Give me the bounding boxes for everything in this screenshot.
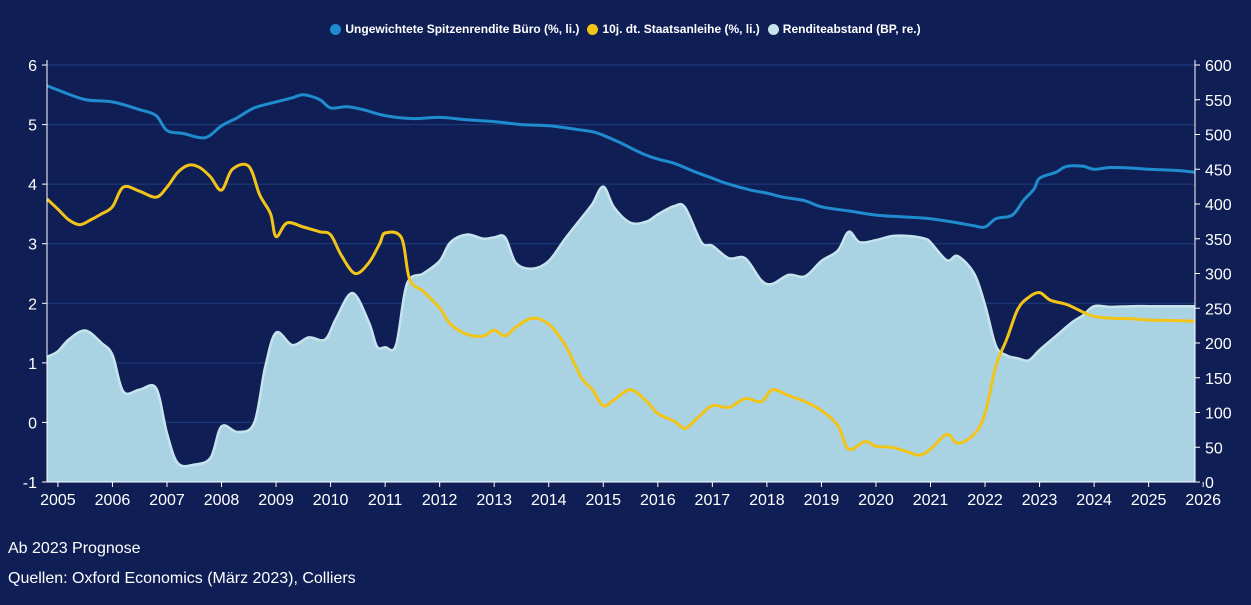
y-right-tick-label: 350 xyxy=(1205,232,1232,249)
x-tick-label: 2025 xyxy=(1131,492,1167,509)
x-tick-label: 2010 xyxy=(313,492,349,509)
x-tick-label: 2019 xyxy=(804,492,840,509)
y-right-tick-label: 300 xyxy=(1205,267,1232,284)
y-right-tick-label: 250 xyxy=(1205,301,1232,318)
y-right-tick-label: 0 xyxy=(1205,475,1214,492)
y-left-tick-label: 5 xyxy=(28,118,37,135)
x-tick-label: 2018 xyxy=(749,492,785,509)
sources-note: Quellen: Oxford Economics (März 2023), C… xyxy=(8,570,356,587)
y-left-tick-label: 0 xyxy=(28,415,37,432)
y-right-tick-label: 400 xyxy=(1205,197,1232,214)
legend-item-bund[interactable]: 10j. dt. Staatsanleihe (%, li.) xyxy=(587,22,760,36)
x-tick-label: 2012 xyxy=(422,492,458,509)
legend-item-spread[interactable]: Renditeabstand (BP, re.) xyxy=(767,22,921,36)
y-right-tick-label: 500 xyxy=(1205,128,1232,145)
legend-dot-office-yield xyxy=(330,23,342,35)
y-left-tick-label: 2 xyxy=(28,296,37,313)
x-tick-label: 2022 xyxy=(967,492,1003,509)
legend-dot-spread xyxy=(767,23,779,35)
y-left-tick-label: 4 xyxy=(28,177,37,194)
y-right-tick-label: 550 xyxy=(1205,93,1232,110)
x-tick-label: 2020 xyxy=(858,492,894,509)
y-right-tick-label: 200 xyxy=(1205,336,1232,353)
x-tick-label: 2015 xyxy=(585,492,621,509)
series-office-yield-line xyxy=(46,84,1196,229)
legend-label-office-yield: Ungewichtete Spitzenrendite Büro (%, li.… xyxy=(345,22,580,36)
y-left-tick-label: -1 xyxy=(23,475,37,492)
x-tick-label: 2005 xyxy=(40,492,76,509)
x-tick-label: 2014 xyxy=(531,492,567,509)
series-spread-line xyxy=(46,185,1196,468)
y-left-tick-label: 3 xyxy=(28,237,37,254)
x-tick-label: 2011 xyxy=(368,492,403,509)
legend-label-spread: Renditeabstand (BP, re.) xyxy=(782,22,921,36)
x-tick-label: 2024 xyxy=(1076,492,1112,509)
y-left-tick-label: 1 xyxy=(28,356,37,373)
x-tick-label: 2007 xyxy=(149,492,185,509)
x-tick-label: 2006 xyxy=(95,492,131,509)
x-tick-label: 2016 xyxy=(640,492,676,509)
y-right-tick-label: 50 xyxy=(1205,440,1223,457)
y-right-tick-label: 450 xyxy=(1205,162,1232,179)
forecast-note: Ab 2023 Prognose xyxy=(8,540,141,557)
y-right-tick-label: 100 xyxy=(1205,406,1232,423)
legend-item-office-yield[interactable]: Ungewichtete Spitzenrendite Büro (%, li.… xyxy=(330,22,579,36)
series-spread-area xyxy=(47,186,1195,482)
chart-area: -1 0 1 2 3 4 5 6 0 50 100 150 200 250 300 350 400 450 500 5… xyxy=(0,22,1251,509)
x-tick-label: 2017 xyxy=(695,492,731,509)
series-bund-line xyxy=(45,162,1196,457)
chart-svg: -1 0 1 2 3 4 5 6 0 50 100 150 200 250 300 350 400 450 500 5… xyxy=(23,58,1232,509)
legend-dot-bund xyxy=(587,23,599,35)
x-tick-label: 2008 xyxy=(204,492,240,509)
legend-label-bund: 10j. dt. Staatsanleihe (%, li.) xyxy=(602,22,760,36)
legend: Ungewichtete Spitzenrendite Büro (%, li.… xyxy=(0,22,1251,36)
x-tick-label: 2026 xyxy=(1185,492,1221,509)
x-tick-label: 2009 xyxy=(258,492,294,509)
y-left-tick-label: 6 xyxy=(28,58,37,75)
x-tick-label: 2021 xyxy=(913,492,949,509)
y-right-tick-label: 150 xyxy=(1205,371,1232,388)
x-tick-label: 2023 xyxy=(1022,492,1058,509)
y-right-tick-label: 600 xyxy=(1205,58,1232,75)
x-tick-label: 2013 xyxy=(476,492,512,509)
